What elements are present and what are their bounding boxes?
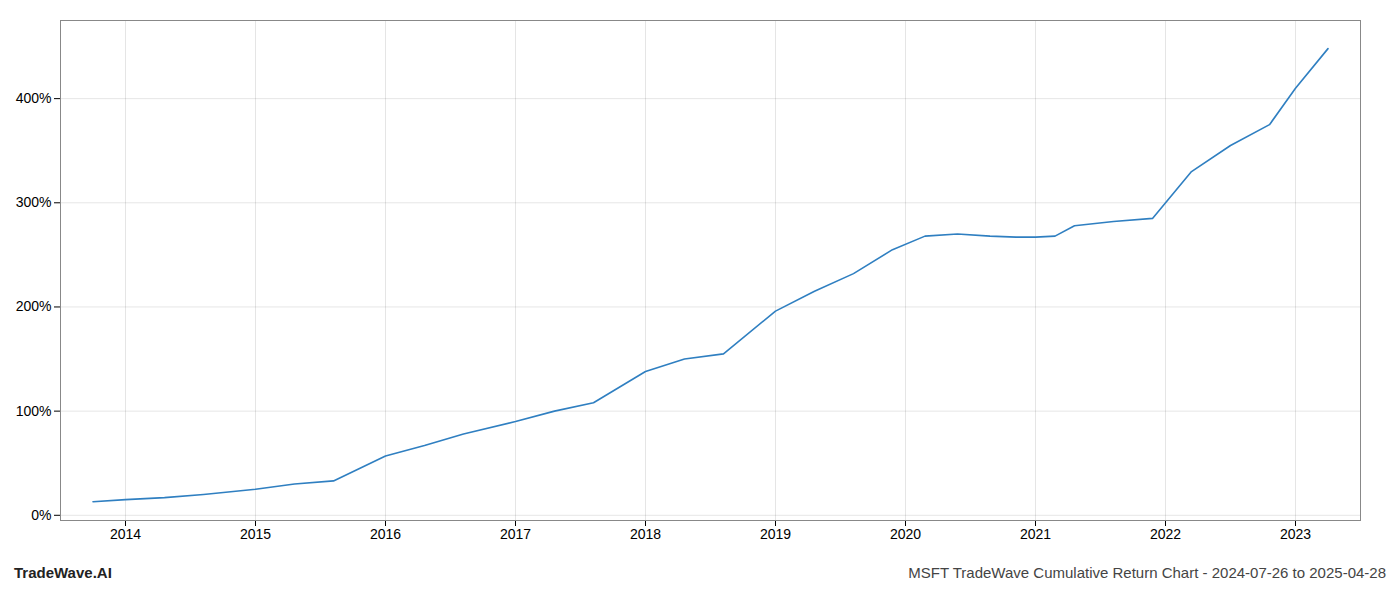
svg-text:100%: 100% [16, 403, 52, 419]
svg-text:0%: 0% [31, 507, 51, 523]
svg-text:400%: 400% [16, 90, 52, 106]
svg-text:2018: 2018 [630, 526, 661, 542]
svg-text:2020: 2020 [890, 526, 921, 542]
svg-text:2015: 2015 [240, 526, 271, 542]
svg-text:2023: 2023 [1280, 526, 1311, 542]
html-text:MSFT TradeWave Cumulative Retu: MSFT TradeWave Cumulative Return Chart -… [908, 564, 1386, 581]
html-text:TradeWave.AI: TradeWave.AI [14, 564, 112, 581]
svg-text:2016: 2016 [370, 526, 401, 542]
svg-text:2014: 2014 [110, 526, 141, 542]
svg-text:2021: 2021 [1020, 526, 1051, 542]
svg-text:2017: 2017 [500, 526, 531, 542]
svg-text:200%: 200% [16, 298, 52, 314]
svg-text:2019: 2019 [760, 526, 791, 542]
svg-text:300%: 300% [16, 194, 52, 210]
svg-text:2022: 2022 [1150, 526, 1181, 542]
